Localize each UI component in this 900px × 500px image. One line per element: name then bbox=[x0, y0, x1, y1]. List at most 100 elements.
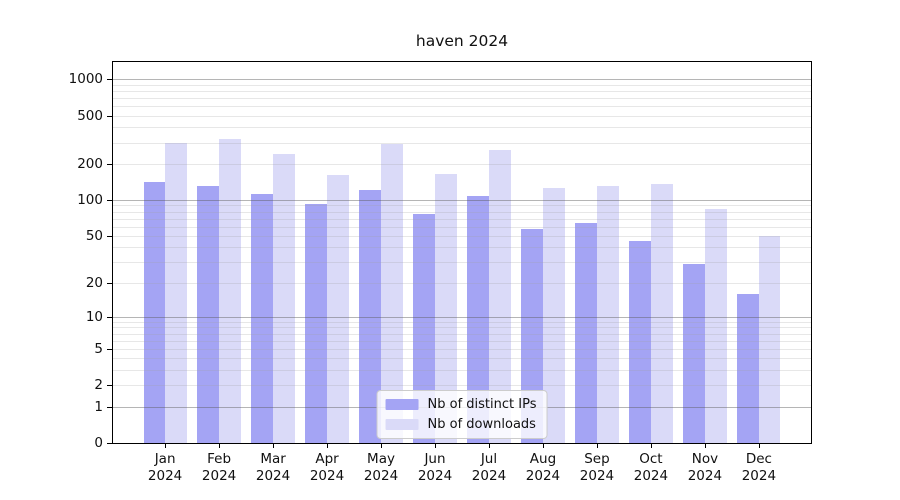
bar-distinct-ips bbox=[305, 204, 328, 443]
bar-downloads bbox=[488, 150, 511, 443]
minor-gridline bbox=[113, 218, 811, 220]
minor-gridline bbox=[113, 226, 811, 228]
bar-distinct-ips bbox=[359, 190, 382, 443]
minor-gridline bbox=[113, 115, 811, 117]
minor-gridline bbox=[113, 333, 811, 335]
y-axis-tick bbox=[107, 406, 112, 408]
bar-downloads bbox=[758, 235, 781, 443]
bar-downloads bbox=[650, 184, 673, 443]
minor-gridline bbox=[113, 327, 811, 329]
minor-gridline bbox=[113, 205, 811, 207]
bar-distinct-ips bbox=[521, 229, 543, 443]
bar-downloads bbox=[542, 187, 565, 443]
legend-label-distinct-ips: Nb of distinct IPs bbox=[427, 397, 537, 412]
bar-downloads bbox=[219, 139, 241, 443]
x-axis-tick-label: Jun 2024 bbox=[417, 451, 453, 484]
y-axis-tick-label: 0 bbox=[94, 435, 103, 451]
y-axis-tick-label: 50 bbox=[85, 227, 103, 244]
y-axis-tick-label: 100 bbox=[77, 192, 103, 208]
legend-label-downloads: Nb of downloads bbox=[427, 417, 536, 432]
bar-distinct-ips bbox=[143, 182, 166, 443]
y-axis-tick-label: 1 bbox=[94, 398, 103, 415]
y-axis-tick bbox=[107, 115, 112, 117]
major-gridline bbox=[113, 79, 811, 81]
bar-downloads bbox=[704, 209, 727, 443]
y-axis-tick bbox=[107, 235, 112, 237]
y-axis-tick-label: 1000 bbox=[68, 71, 103, 88]
minor-gridline bbox=[113, 385, 811, 387]
minor-gridline bbox=[113, 247, 811, 249]
plot-area: Nb of distinct IPs Nb of downloads bbox=[112, 61, 812, 444]
x-axis-tick-label: Aug 2024 bbox=[525, 451, 561, 484]
legend: Nb of distinct IPs Nb of downloads bbox=[376, 390, 548, 439]
x-axis-tick bbox=[327, 444, 329, 448]
bar-downloads bbox=[435, 173, 457, 443]
bar-downloads bbox=[165, 143, 187, 443]
x-axis-tick-label: Mar 2024 bbox=[255, 451, 291, 484]
x-axis-tick bbox=[542, 444, 544, 448]
x-axis-tick bbox=[650, 444, 652, 448]
x-axis-tick-label: Sep 2024 bbox=[579, 451, 615, 484]
minor-gridline bbox=[113, 211, 811, 213]
x-axis-tick-label: Apr 2024 bbox=[309, 451, 345, 484]
legend-item-distinct-ips: Nb of distinct IPs bbox=[385, 397, 537, 412]
legend-item-downloads: Nb of downloads bbox=[385, 417, 537, 432]
minor-gridline bbox=[113, 127, 811, 129]
bar-downloads bbox=[596, 185, 619, 443]
y-axis-tick-label: 2 bbox=[94, 377, 103, 394]
chart-title: haven 2024 bbox=[415, 32, 509, 50]
minor-gridline bbox=[113, 340, 811, 342]
minor-gridline bbox=[113, 235, 811, 237]
y-axis-tick-label: 10 bbox=[85, 308, 103, 325]
bar-downloads bbox=[273, 154, 295, 443]
x-axis-tick bbox=[758, 444, 760, 448]
x-axis-tick bbox=[488, 444, 490, 448]
x-axis-tick-label: May 2024 bbox=[363, 451, 399, 484]
bar-distinct-ips bbox=[737, 293, 759, 443]
y-axis-tick bbox=[107, 443, 112, 444]
minor-gridline bbox=[113, 262, 811, 264]
minor-gridline bbox=[113, 348, 811, 350]
legend-swatch-distinct-ips bbox=[385, 399, 419, 410]
y-axis-tick bbox=[107, 163, 112, 165]
bar-downloads bbox=[381, 144, 403, 443]
minor-gridline bbox=[113, 98, 811, 99]
x-axis-tick bbox=[165, 444, 167, 448]
y-axis-tick-label: 20 bbox=[85, 274, 103, 291]
minor-gridline bbox=[113, 163, 811, 165]
y-axis-tick bbox=[107, 200, 112, 201]
bar-distinct-ips bbox=[683, 263, 705, 443]
minor-gridline bbox=[113, 84, 811, 86]
minor-gridline bbox=[113, 142, 811, 144]
y-axis-tick bbox=[107, 282, 112, 284]
x-axis-tick bbox=[596, 444, 598, 448]
bar-distinct-ips bbox=[629, 241, 651, 443]
minor-gridline bbox=[113, 90, 811, 92]
x-axis-tick bbox=[273, 444, 275, 448]
minor-gridline bbox=[113, 282, 811, 284]
legend-swatch-downloads bbox=[385, 419, 419, 430]
bar-distinct-ips bbox=[413, 213, 435, 443]
y-axis-tick-label: 5 bbox=[94, 340, 103, 357]
bar-downloads bbox=[327, 175, 349, 443]
bar-distinct-ips bbox=[197, 186, 220, 443]
x-axis-tick bbox=[704, 444, 706, 448]
y-axis-tick bbox=[107, 79, 112, 81]
bar-distinct-ips bbox=[251, 194, 274, 443]
major-gridline bbox=[113, 200, 811, 201]
x-axis-tick-label: Jan 2024 bbox=[147, 451, 183, 484]
minor-gridline bbox=[113, 106, 811, 108]
x-axis-tick-label: Oct 2024 bbox=[633, 451, 669, 484]
y-axis-tick bbox=[107, 385, 112, 387]
y-axis-tick bbox=[107, 348, 112, 350]
y-axis-tick-label: 500 bbox=[77, 107, 103, 124]
x-axis-tick-label: Nov 2024 bbox=[687, 451, 723, 484]
major-gridline bbox=[113, 316, 811, 318]
x-axis-tick bbox=[381, 444, 383, 448]
x-axis-tick-label: Jul 2024 bbox=[471, 451, 507, 484]
minor-gridline bbox=[113, 370, 811, 371]
x-axis-tick-label: Dec 2024 bbox=[741, 451, 777, 484]
x-axis-tick bbox=[435, 444, 436, 448]
y-axis-tick-label: 200 bbox=[77, 155, 103, 172]
